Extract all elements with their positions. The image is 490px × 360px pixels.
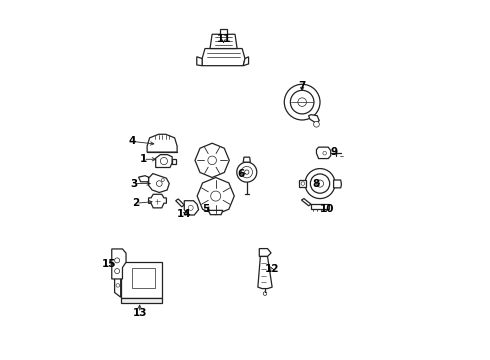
Ellipse shape: [211, 191, 220, 201]
Ellipse shape: [115, 258, 120, 263]
Polygon shape: [301, 199, 311, 206]
Ellipse shape: [237, 162, 257, 182]
Text: 7: 7: [298, 81, 306, 91]
Text: 14: 14: [177, 209, 192, 219]
Ellipse shape: [156, 181, 162, 186]
Polygon shape: [317, 147, 331, 158]
Text: 3: 3: [131, 179, 138, 189]
Polygon shape: [197, 57, 202, 66]
Polygon shape: [139, 176, 148, 182]
Ellipse shape: [116, 284, 120, 287]
Ellipse shape: [188, 205, 193, 210]
Ellipse shape: [160, 157, 168, 165]
Text: 8: 8: [313, 179, 320, 189]
Text: 9: 9: [330, 147, 337, 157]
Polygon shape: [311, 204, 329, 208]
Ellipse shape: [116, 271, 120, 275]
Polygon shape: [309, 114, 319, 123]
Polygon shape: [148, 194, 167, 208]
Polygon shape: [195, 143, 229, 177]
Polygon shape: [209, 210, 223, 215]
Ellipse shape: [298, 98, 306, 107]
Text: 13: 13: [132, 308, 147, 318]
Ellipse shape: [115, 269, 120, 274]
Polygon shape: [259, 249, 271, 256]
Ellipse shape: [208, 156, 217, 165]
Ellipse shape: [263, 292, 267, 296]
Ellipse shape: [314, 121, 319, 127]
Bar: [121, 298, 162, 302]
Polygon shape: [176, 199, 184, 207]
Polygon shape: [202, 49, 245, 66]
Polygon shape: [243, 157, 250, 162]
Ellipse shape: [323, 152, 326, 155]
Polygon shape: [197, 177, 234, 215]
Text: 5: 5: [202, 204, 209, 214]
Polygon shape: [148, 174, 169, 193]
Ellipse shape: [291, 90, 314, 114]
Polygon shape: [172, 159, 176, 164]
Polygon shape: [156, 155, 172, 167]
Ellipse shape: [245, 170, 249, 174]
Polygon shape: [299, 180, 306, 187]
Polygon shape: [258, 256, 272, 289]
Ellipse shape: [241, 166, 252, 178]
Polygon shape: [243, 57, 248, 66]
Ellipse shape: [301, 182, 305, 185]
Bar: [220, 29, 227, 34]
Polygon shape: [112, 249, 126, 279]
Text: 11: 11: [216, 34, 231, 44]
Ellipse shape: [284, 84, 320, 120]
Bar: [121, 262, 162, 298]
Text: 10: 10: [320, 204, 334, 214]
Text: 6: 6: [238, 168, 245, 179]
Text: 2: 2: [132, 198, 140, 208]
Polygon shape: [334, 180, 342, 188]
Bar: [132, 269, 155, 288]
Text: 4: 4: [129, 136, 136, 147]
Polygon shape: [184, 201, 198, 215]
Ellipse shape: [317, 180, 323, 187]
Text: 12: 12: [265, 264, 279, 274]
Ellipse shape: [161, 179, 164, 181]
Polygon shape: [210, 34, 237, 49]
Ellipse shape: [310, 174, 330, 193]
Polygon shape: [115, 263, 121, 297]
Ellipse shape: [305, 168, 335, 199]
Text: 15: 15: [102, 259, 117, 269]
Polygon shape: [147, 134, 177, 152]
Text: 1: 1: [140, 154, 147, 164]
